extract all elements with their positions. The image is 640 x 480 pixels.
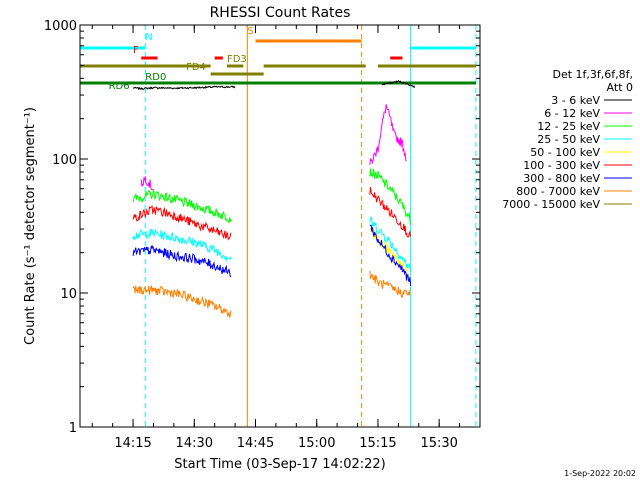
legend-label-5: 100 - 300 keV	[523, 159, 600, 172]
flag-label-fd4: FD4	[186, 62, 206, 73]
flag-label-fd3: FD3	[227, 54, 247, 65]
legend-label-4: 50 - 100 keV	[530, 146, 600, 159]
x-tick-label-4: 15:15	[359, 436, 396, 451]
legend-label-0: 3 - 6 keV	[551, 94, 600, 107]
legend-label-1: 6 - 12 keV	[544, 107, 600, 120]
x-tick-label-2: 14:45	[237, 436, 274, 451]
attenuator-flag-bars: N S F FD3 FD4 RD0 RD6	[80, 26, 476, 92]
x-tick-label-1: 14:30	[176, 436, 213, 451]
x-tick-label-5: 15:30	[420, 436, 457, 451]
legend-label-7: 800 - 7000 keV	[516, 185, 600, 198]
series-5-segment-1	[369, 187, 412, 238]
flag-label-rd0: RD0	[145, 72, 166, 83]
flag-label-f: F	[133, 45, 139, 56]
legend-header-line1: Det 1f,3f,6f,8f,	[552, 68, 633, 81]
y-tick-label-2: 100	[52, 153, 77, 168]
timestamp: 1-Sep-2022 20:02	[564, 469, 636, 478]
x-axis-label: Start Time (03-Sep-17 14:02:22)	[174, 457, 385, 472]
series-6-segment-0	[132, 244, 232, 278]
series-1-segment-1	[369, 104, 407, 166]
chart-title: RHESSI Count Rates	[210, 5, 351, 21]
series-7-segment-1	[369, 271, 411, 298]
series-2-segment-0	[132, 189, 232, 223]
y-tick-label-3: 1000	[44, 19, 77, 34]
flag-label-s: S	[247, 26, 253, 37]
legend-header-line2: Att 0	[607, 81, 633, 94]
flag-label-n: N	[145, 32, 152, 43]
series-0-segment-0	[132, 85, 236, 91]
legend-label-2: 12 - 25 keV	[537, 120, 600, 133]
legend-label-8: 7000 - 15000 keV	[502, 198, 600, 211]
series-0-segment-1	[381, 80, 416, 88]
legend-label-3: 25 - 50 keV	[537, 133, 600, 146]
y-tick-label-1: 10	[60, 287, 77, 302]
y-axis-label: Count Rate (s⁻¹ detector segment⁻¹)	[23, 107, 38, 345]
series-1-segment-0	[140, 176, 154, 191]
series-7-segment-0	[132, 285, 232, 318]
x-tick-label-0: 14:15	[114, 436, 151, 451]
axes: 14:15 14:30 14:45 15:00 15:15 15:30 1 10 100 1000	[44, 19, 481, 451]
series-3-segment-1	[369, 215, 412, 271]
flag-label-rd6: RD6	[109, 81, 130, 92]
plot-frame	[79, 24, 481, 428]
legend-label-6: 300 - 800 keV	[523, 172, 600, 185]
data-series	[132, 80, 416, 318]
series-5-segment-0	[132, 205, 232, 241]
series-2-segment-1	[369, 168, 412, 225]
series-3-segment-0	[132, 228, 232, 262]
y-tick-label-0: 1	[69, 421, 77, 436]
x-tick-label-3: 15:00	[298, 436, 335, 451]
series-6-segment-1	[369, 224, 412, 286]
